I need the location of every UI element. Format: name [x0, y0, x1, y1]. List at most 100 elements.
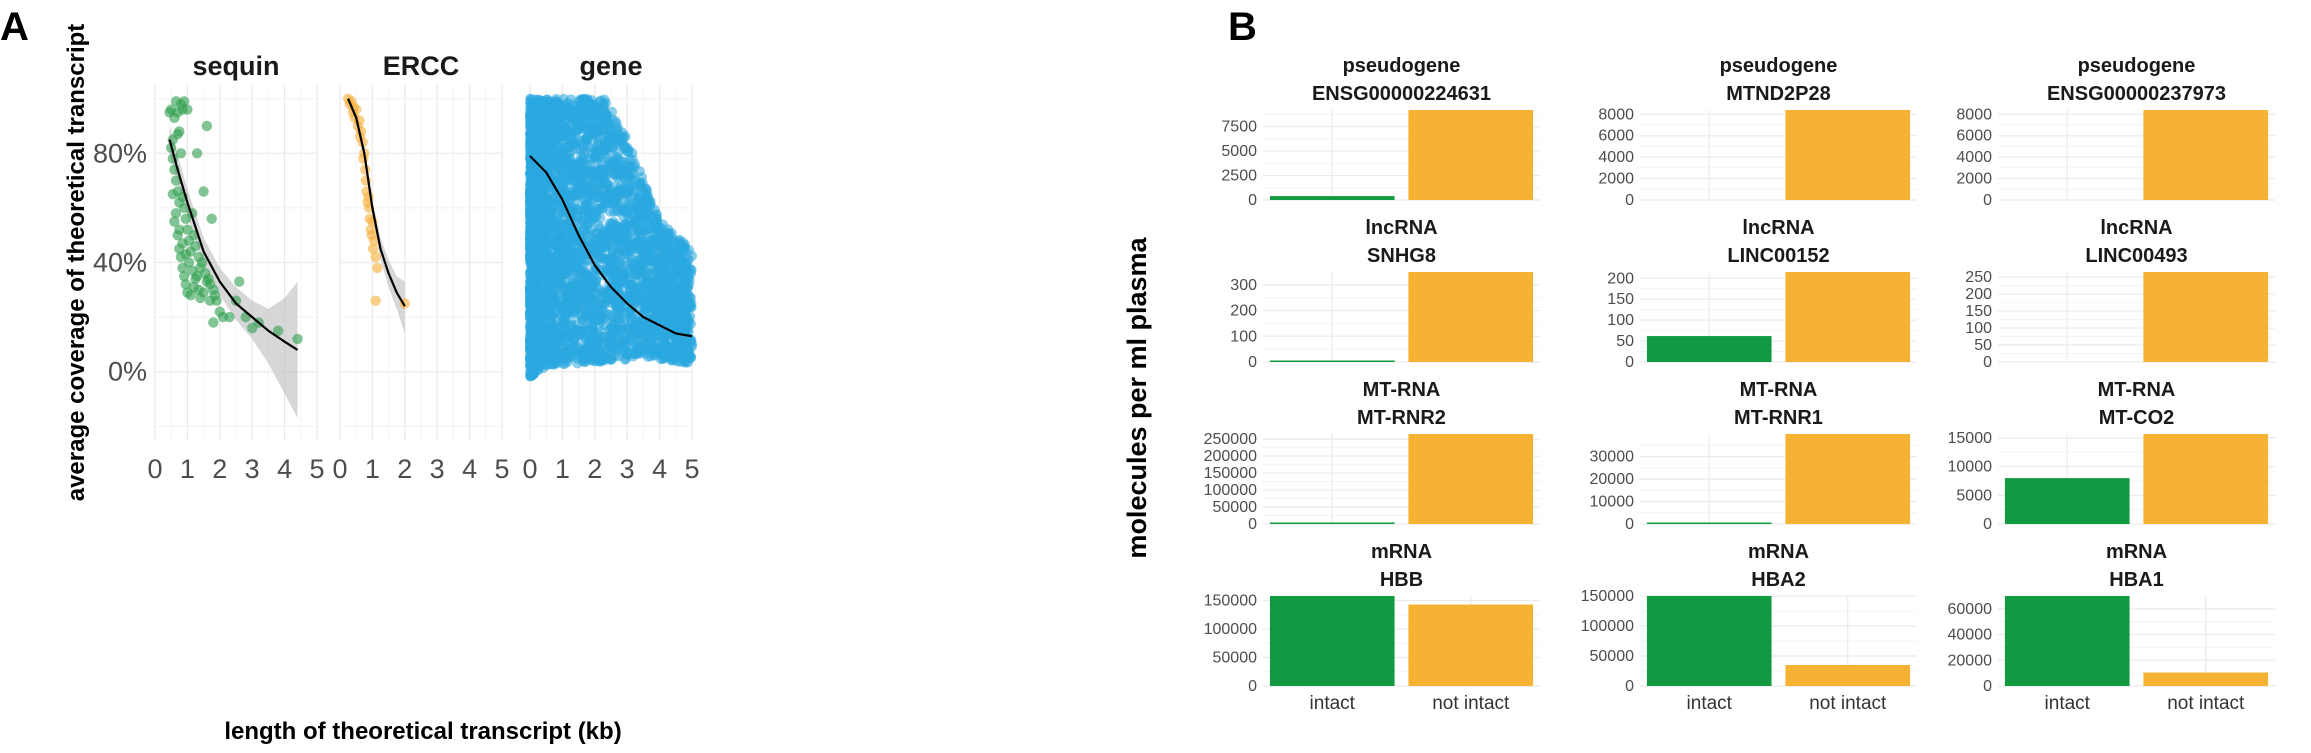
x-tick-label-a: 3 [245, 454, 260, 484]
data-point-sequin [190, 273, 201, 285]
y-tick-label-b: 10000 [1948, 459, 1993, 476]
facet-MT-RNR2: MT-RNA MT-RNR2 050000100000150000200000250… [1204, 379, 1540, 533]
y-tick-label-a: 0% [108, 357, 147, 387]
y-tick-label-b: 0 [1625, 678, 1634, 695]
data-point-gene [532, 109, 543, 121]
data-point-gene [619, 141, 630, 153]
data-point-gene [550, 111, 561, 122]
bar-intact [1269, 360, 1395, 362]
data-point-gene [622, 188, 633, 200]
facet-HBB: mRNA HBB 0 50000 100000 150000 intact not intac… [1204, 541, 1540, 714]
data-point-sequin [198, 186, 209, 197]
data-point-gene [542, 280, 554, 291]
data-point-sequin [170, 175, 182, 186]
data-point-gene [588, 128, 599, 139]
y-tick-label-b: 200 [1607, 270, 1634, 287]
y-tick-label-b: 0 [1625, 354, 1634, 371]
facet-title-gene: MT-RNR2 [1357, 407, 1446, 429]
y-tick-label-b: 4000 [1956, 149, 1992, 166]
y-tick-label-b: 10000 [1590, 494, 1635, 511]
x-tick-label-a: 2 [587, 454, 602, 484]
data-point-gene [536, 96, 548, 107]
data-point-gene [601, 240, 612, 251]
data-point-gene [583, 108, 594, 120]
y-tick-label-b: 4000 [1598, 149, 1634, 166]
facet-SNHG8: lncRNA SNHG8 0 100 200 300 [1230, 217, 1540, 371]
data-point-gene [601, 192, 612, 203]
data-point-gene [526, 226, 537, 238]
y-tick-label-b: 250000 [1204, 431, 1257, 448]
data-point-gene [590, 242, 602, 253]
facet-MTND2P28: pseudogene MTND2P28 0 2000 4000 6000 8000 [1598, 55, 1917, 209]
y-tick-label-b: 0 [1248, 192, 1257, 209]
data-point-gene [554, 271, 566, 282]
y-tick-label-b: 0 [1248, 678, 1257, 695]
data-point-gene [527, 167, 538, 178]
data-point-gene [595, 152, 606, 163]
facet-title-ERCC: ERCC [383, 51, 460, 81]
x-category-label: not intact [1809, 693, 1887, 714]
data-point-gene [560, 315, 571, 327]
data-point-gene [602, 269, 614, 280]
panel-label-b: B [1228, 5, 1257, 49]
data-point-gene [670, 337, 681, 348]
data-point-gene [617, 229, 629, 241]
y-tick-label-b: 100000 [1204, 621, 1257, 638]
data-point-gene [585, 166, 596, 177]
data-point-gene [601, 112, 613, 124]
data-point-sequin [183, 257, 195, 268]
data-point-gene [560, 124, 571, 135]
y-tick-label-b: 100 [1230, 328, 1257, 345]
data-point-gene [568, 307, 580, 318]
y-tick-label-b: 8000 [1598, 106, 1634, 123]
data-point-gene [532, 136, 544, 147]
data-point-gene [660, 342, 671, 354]
data-point-gene [550, 96, 561, 107]
data-point-gene [541, 350, 552, 362]
y-tick-label-b: 250 [1965, 269, 1992, 286]
data-point-gene [526, 264, 537, 276]
data-point-gene [562, 171, 574, 183]
x-tick-label-a: 4 [277, 454, 292, 484]
panel-a-scatter: length of theoretical transcript (kb) ave… [63, 24, 700, 745]
data-point-gene [587, 296, 598, 307]
data-point-gene [574, 255, 585, 266]
fit-line-sequin [168, 139, 299, 351]
data-point-sequin [196, 257, 208, 268]
data-point-gene [544, 204, 556, 216]
data-point-gene [626, 257, 637, 268]
facet-title-category: lncRNA [1365, 217, 1437, 239]
facet-ERCC: ERCC 0 1 2 3 4 5 [332, 51, 509, 484]
data-point-ERCC [372, 262, 383, 274]
data-point-gene [562, 351, 574, 363]
x-tick-label-a: 2 [397, 454, 412, 484]
data-point-gene [636, 186, 648, 198]
x-category-label: not intact [2167, 693, 2245, 714]
y-tick-label-b: 0 [1248, 354, 1257, 371]
y-tick-label-b: 100 [1965, 320, 1992, 337]
y-tick-label-b: 2000 [1956, 171, 1992, 188]
data-point-gene [553, 300, 565, 312]
data-point-gene [613, 337, 625, 348]
data-point-gene [524, 204, 536, 215]
data-point-gene [658, 352, 669, 364]
y-tick-label-b: 200 [1965, 286, 1992, 303]
y-tick-label-b: 50000 [1590, 648, 1635, 665]
facet-LINC00152: lncRNA LINC00152 0 50 100 150 200 [1607, 217, 1917, 371]
data-point-sequin [292, 333, 303, 345]
x-tick-label-a: 5 [494, 454, 509, 484]
bar-not-intact [2143, 672, 2269, 686]
data-point-gene [525, 337, 536, 348]
data-point-gene [590, 264, 602, 276]
x-category-label: intact [2045, 693, 2091, 714]
x-tick-label-a: 3 [430, 454, 445, 484]
data-point-gene [551, 249, 563, 261]
data-point-gene [630, 175, 642, 186]
data-point-gene [679, 346, 690, 357]
data-point-sequin [185, 290, 196, 301]
data-point-ERCC [368, 235, 380, 246]
confidence-ribbon-ERCC [348, 93, 405, 334]
y-tick-label-b: 0 [1983, 516, 1992, 533]
bar-not-intact [1408, 604, 1534, 686]
facet-ENSG00000224631: pseudogene ENSG00000224631 0 2500 5000 7500 [1221, 55, 1540, 209]
